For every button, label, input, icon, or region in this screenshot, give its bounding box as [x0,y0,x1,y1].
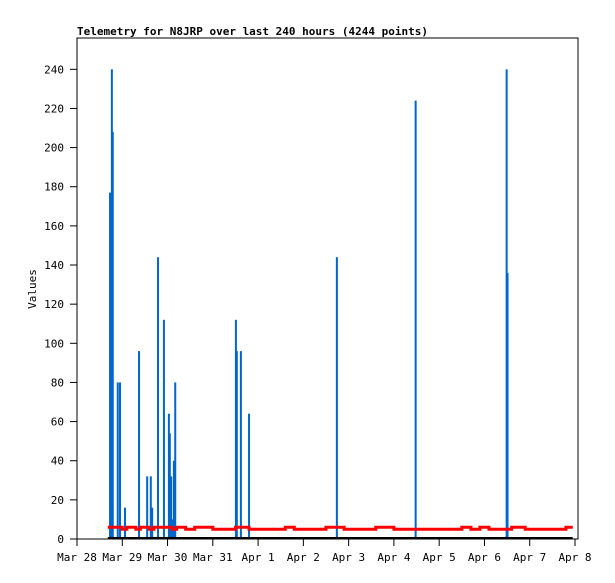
spike-bar [157,257,160,539]
y-tick-label: 140 [44,259,64,272]
spike-bar [335,257,338,539]
spike-bar [235,351,238,539]
spike-bar [162,319,165,539]
y-tick-label: 20 [51,494,64,507]
y-axis-label: Values [26,269,39,309]
spike-bar [146,476,149,539]
plot-frame [76,37,579,540]
y-tick-label: 60 [51,416,64,429]
y-tick-label: 200 [44,142,64,155]
spike-bar [151,507,154,539]
x-tick-label: Mar 30 [148,551,188,564]
spike-bar [248,413,251,539]
spike-bar [170,476,173,539]
spike-bar [109,192,112,539]
spike-bar [168,433,171,539]
y-tick-label: 180 [44,181,64,194]
x-tick-label: Apr 4 [377,551,410,564]
spike-bar [111,131,114,539]
y-tick-label: 160 [44,220,64,233]
x-tick-label: Mar 28 [57,551,97,564]
x-tick-label: Apr 5 [423,551,456,564]
y-tick-label: 120 [44,298,64,311]
x-tick-label: Apr 7 [513,551,546,564]
x-tick-label: Apr 6 [468,551,501,564]
y-tick-label: 240 [44,63,64,76]
x-tick-label: Apr 1 [242,551,275,564]
spike-bar [123,507,126,539]
y-tick-label: 220 [44,102,64,115]
y-tick-label: 100 [44,337,64,350]
x-tick-label: Mar 31 [193,551,233,564]
x-tick-label: Apr 3 [332,551,365,564]
spike-bar [138,351,141,539]
spike-bar [172,460,175,539]
spike-bar [239,351,242,539]
level-series-line [107,525,573,531]
spike-bar [116,382,119,539]
spike-bar [149,476,152,539]
x-tick-label: Mar 29 [102,551,142,564]
spike-bar [119,382,122,539]
y-tick-label: 0 [57,533,64,546]
chart-title: Telemetry for N8JRP over last 240 hours … [77,25,428,38]
y-tick-label: 40 [51,455,64,468]
spike-bar [174,382,177,539]
y-tick-label: 80 [51,376,64,389]
x-tick-label: Apr 2 [287,551,320,564]
spike-bar [414,100,417,539]
x-tick-label: Apr 8 [558,551,591,564]
spike-bar [506,272,509,539]
